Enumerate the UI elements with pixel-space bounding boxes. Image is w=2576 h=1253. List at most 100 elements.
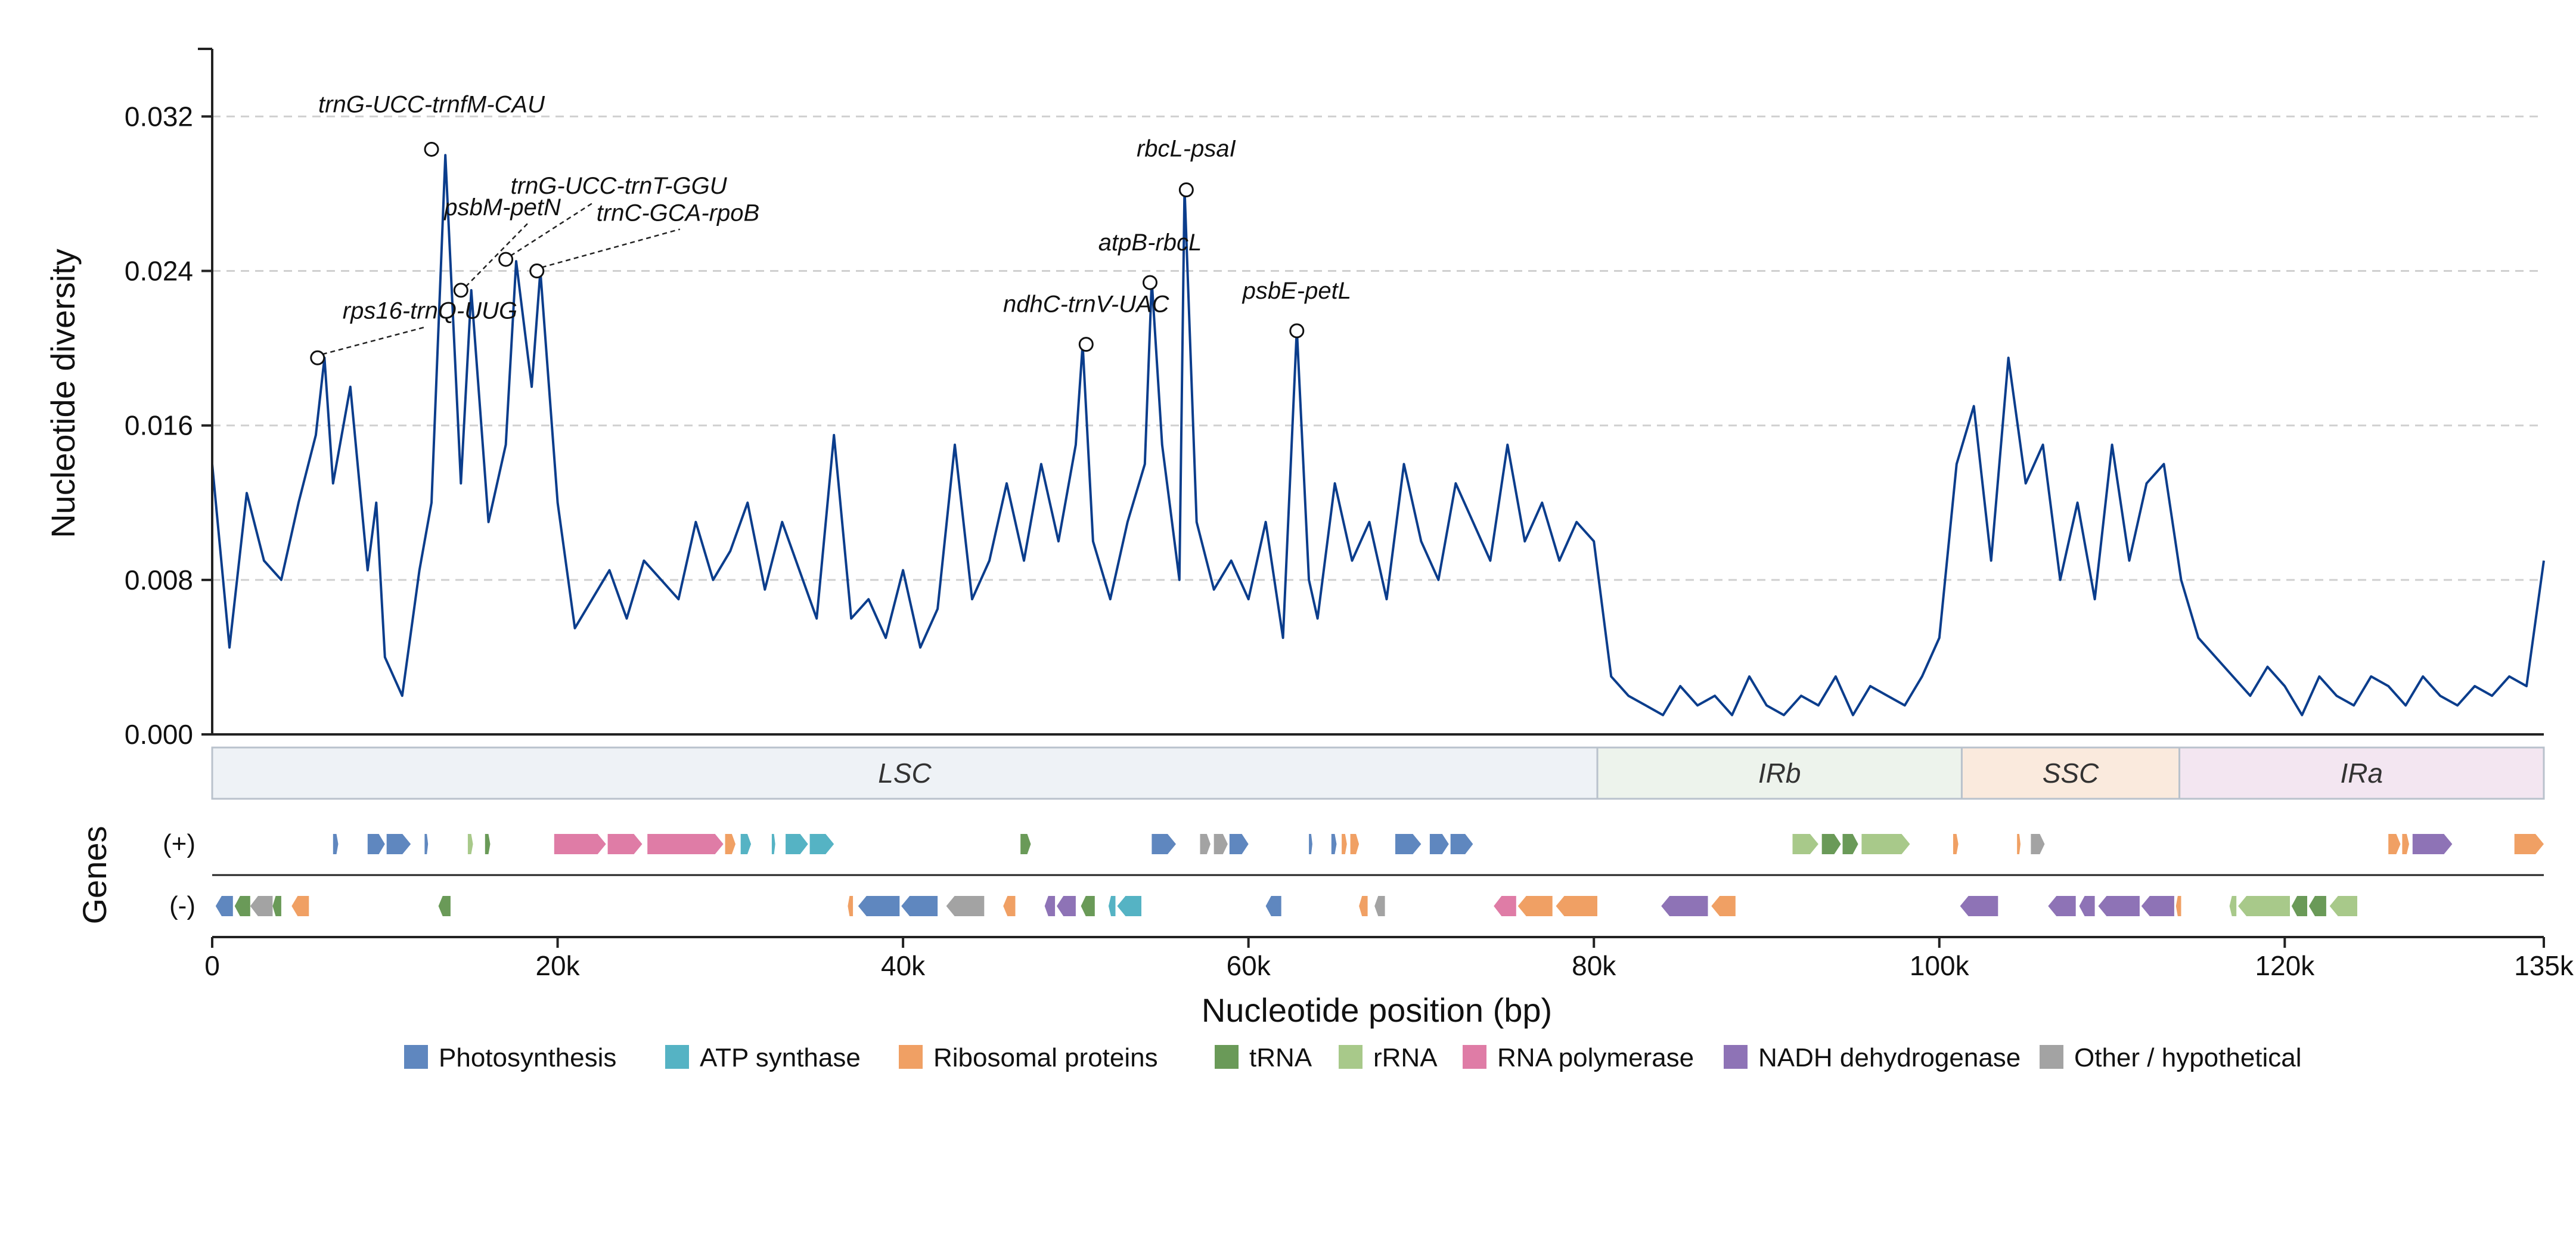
region-ira bbox=[2178, 746, 2545, 800]
peak-label: ndhC-trnV-UAC bbox=[1003, 291, 1170, 318]
gene-ribo bbox=[848, 896, 854, 916]
plus-strand-label: (+) bbox=[163, 829, 195, 858]
legend-label: RNA polymerase bbox=[1497, 1043, 1694, 1072]
legend-swatch-rnapol bbox=[1463, 1045, 1486, 1069]
legend-label: Photosynthesis bbox=[439, 1043, 616, 1072]
genes-track-title: Genes bbox=[76, 826, 113, 925]
peak-marker bbox=[453, 283, 468, 298]
gene-photo bbox=[1450, 834, 1473, 854]
peak-label: trnG-UCC-trnT-GGU bbox=[511, 173, 728, 199]
gene-rnapol bbox=[647, 834, 724, 854]
gene-other bbox=[250, 896, 273, 916]
gene-rnapol bbox=[607, 834, 643, 854]
peak-leader-line bbox=[322, 326, 427, 355]
gene-rrna bbox=[467, 834, 473, 854]
legend-label: ATP synthase bbox=[700, 1043, 861, 1072]
gene-ribo bbox=[2402, 834, 2409, 854]
peak-label: psbE-petL bbox=[1242, 278, 1351, 304]
gene-ribo bbox=[1711, 896, 1736, 916]
peak-label: trnG-UCC-trnfM-CAU bbox=[318, 91, 545, 117]
gene-other bbox=[946, 896, 985, 916]
grid-lines bbox=[212, 115, 2544, 581]
gene-ribo bbox=[725, 834, 735, 854]
gene-ribo bbox=[2175, 896, 2181, 916]
legend-label: Other / hypothetical bbox=[2074, 1043, 2302, 1072]
gene-trna bbox=[1821, 834, 1841, 854]
gene-ribo bbox=[1359, 896, 1368, 916]
x-tick-label: 20k bbox=[535, 950, 580, 981]
gene-photo bbox=[1229, 834, 1249, 854]
gene-trna bbox=[1081, 896, 1095, 916]
gene-other bbox=[1213, 834, 1228, 854]
gene-photo bbox=[1395, 834, 1422, 854]
gene-photo bbox=[858, 896, 900, 916]
gene-photo bbox=[1265, 896, 1281, 916]
gene-rnapol bbox=[554, 834, 606, 854]
gene-trna bbox=[272, 896, 281, 916]
gene-trna bbox=[485, 834, 491, 854]
gene-ribo bbox=[2514, 834, 2544, 854]
gene-ribo bbox=[1517, 896, 1553, 916]
legend-swatch-photo bbox=[404, 1045, 428, 1069]
gene-ribo bbox=[1003, 896, 1016, 916]
gene-photo bbox=[367, 834, 385, 854]
gene-photo bbox=[424, 834, 429, 854]
gene-rrna bbox=[2238, 896, 2290, 916]
gene-trna bbox=[2291, 896, 2307, 916]
gene-atp bbox=[1108, 896, 1116, 916]
gene-photo bbox=[1152, 834, 1176, 854]
gene-photo bbox=[386, 834, 411, 854]
peak-leader-line bbox=[541, 228, 681, 268]
peak-marker bbox=[529, 263, 545, 279]
gene-photo bbox=[333, 834, 339, 854]
x-tick-label: 100k bbox=[1910, 950, 1970, 981]
gene-rrna bbox=[1792, 834, 1818, 854]
legend-swatch-trna bbox=[1215, 1045, 1239, 1069]
legend-label: rRNA bbox=[1373, 1043, 1438, 1072]
gene-rrna bbox=[2229, 896, 2237, 916]
legend-swatch-ndh bbox=[1724, 1045, 1748, 1069]
gene-other bbox=[1200, 834, 1211, 854]
gene-rnapol bbox=[1494, 896, 1516, 916]
legend-label: NADH dehydrogenase bbox=[1758, 1043, 2021, 1072]
region-ssc bbox=[1960, 746, 2181, 800]
gene-ndh bbox=[1044, 896, 1056, 916]
peak-marker bbox=[310, 350, 325, 365]
gene-photo bbox=[1429, 834, 1449, 854]
legend-swatch-atp bbox=[665, 1045, 689, 1069]
gene-trna bbox=[1842, 834, 1858, 854]
peak-label: trnC-GCA-rpoB bbox=[597, 200, 759, 227]
genome-regions: LSC IRb SSC IRa bbox=[211, 746, 2545, 800]
peak-marker bbox=[498, 252, 514, 267]
y-tick-label: 0.016 bbox=[125, 410, 193, 441]
diversity-series-line bbox=[211, 154, 2545, 717]
y-tick-label: 0.032 bbox=[125, 101, 193, 132]
gene-atp bbox=[771, 834, 775, 854]
gene-ribo bbox=[1350, 834, 1360, 854]
gene-ribo bbox=[1953, 834, 1959, 854]
region-label: IRa bbox=[2340, 758, 2383, 789]
gene-photo bbox=[215, 896, 233, 916]
gene-atp bbox=[786, 834, 808, 854]
gene-other bbox=[2031, 834, 2045, 854]
peak-label: rps16-trnQ-UUG bbox=[343, 297, 517, 324]
x-tick-label: 135k bbox=[2514, 950, 2574, 981]
gene-ndh bbox=[1057, 896, 1076, 916]
gene-ribo bbox=[1556, 896, 1597, 916]
gene-ndh bbox=[1661, 896, 1708, 916]
peak-marker bbox=[1142, 275, 1157, 290]
gene-photo bbox=[901, 896, 938, 916]
peak-marker bbox=[1289, 323, 1305, 339]
peak-marker bbox=[424, 141, 439, 157]
x-tick-label: 0 bbox=[204, 950, 220, 981]
legend-label: tRNA bbox=[1249, 1043, 1312, 1072]
gene-ndh bbox=[2098, 896, 2140, 916]
gene-atp bbox=[1117, 896, 1141, 916]
peak-leader-line bbox=[465, 223, 529, 287]
minus-strand-label: (-) bbox=[169, 891, 195, 920]
gene-rrna bbox=[1861, 834, 1910, 854]
peak-marker bbox=[1078, 337, 1094, 352]
gene-trna bbox=[438, 896, 451, 916]
gene-atp bbox=[809, 834, 834, 854]
